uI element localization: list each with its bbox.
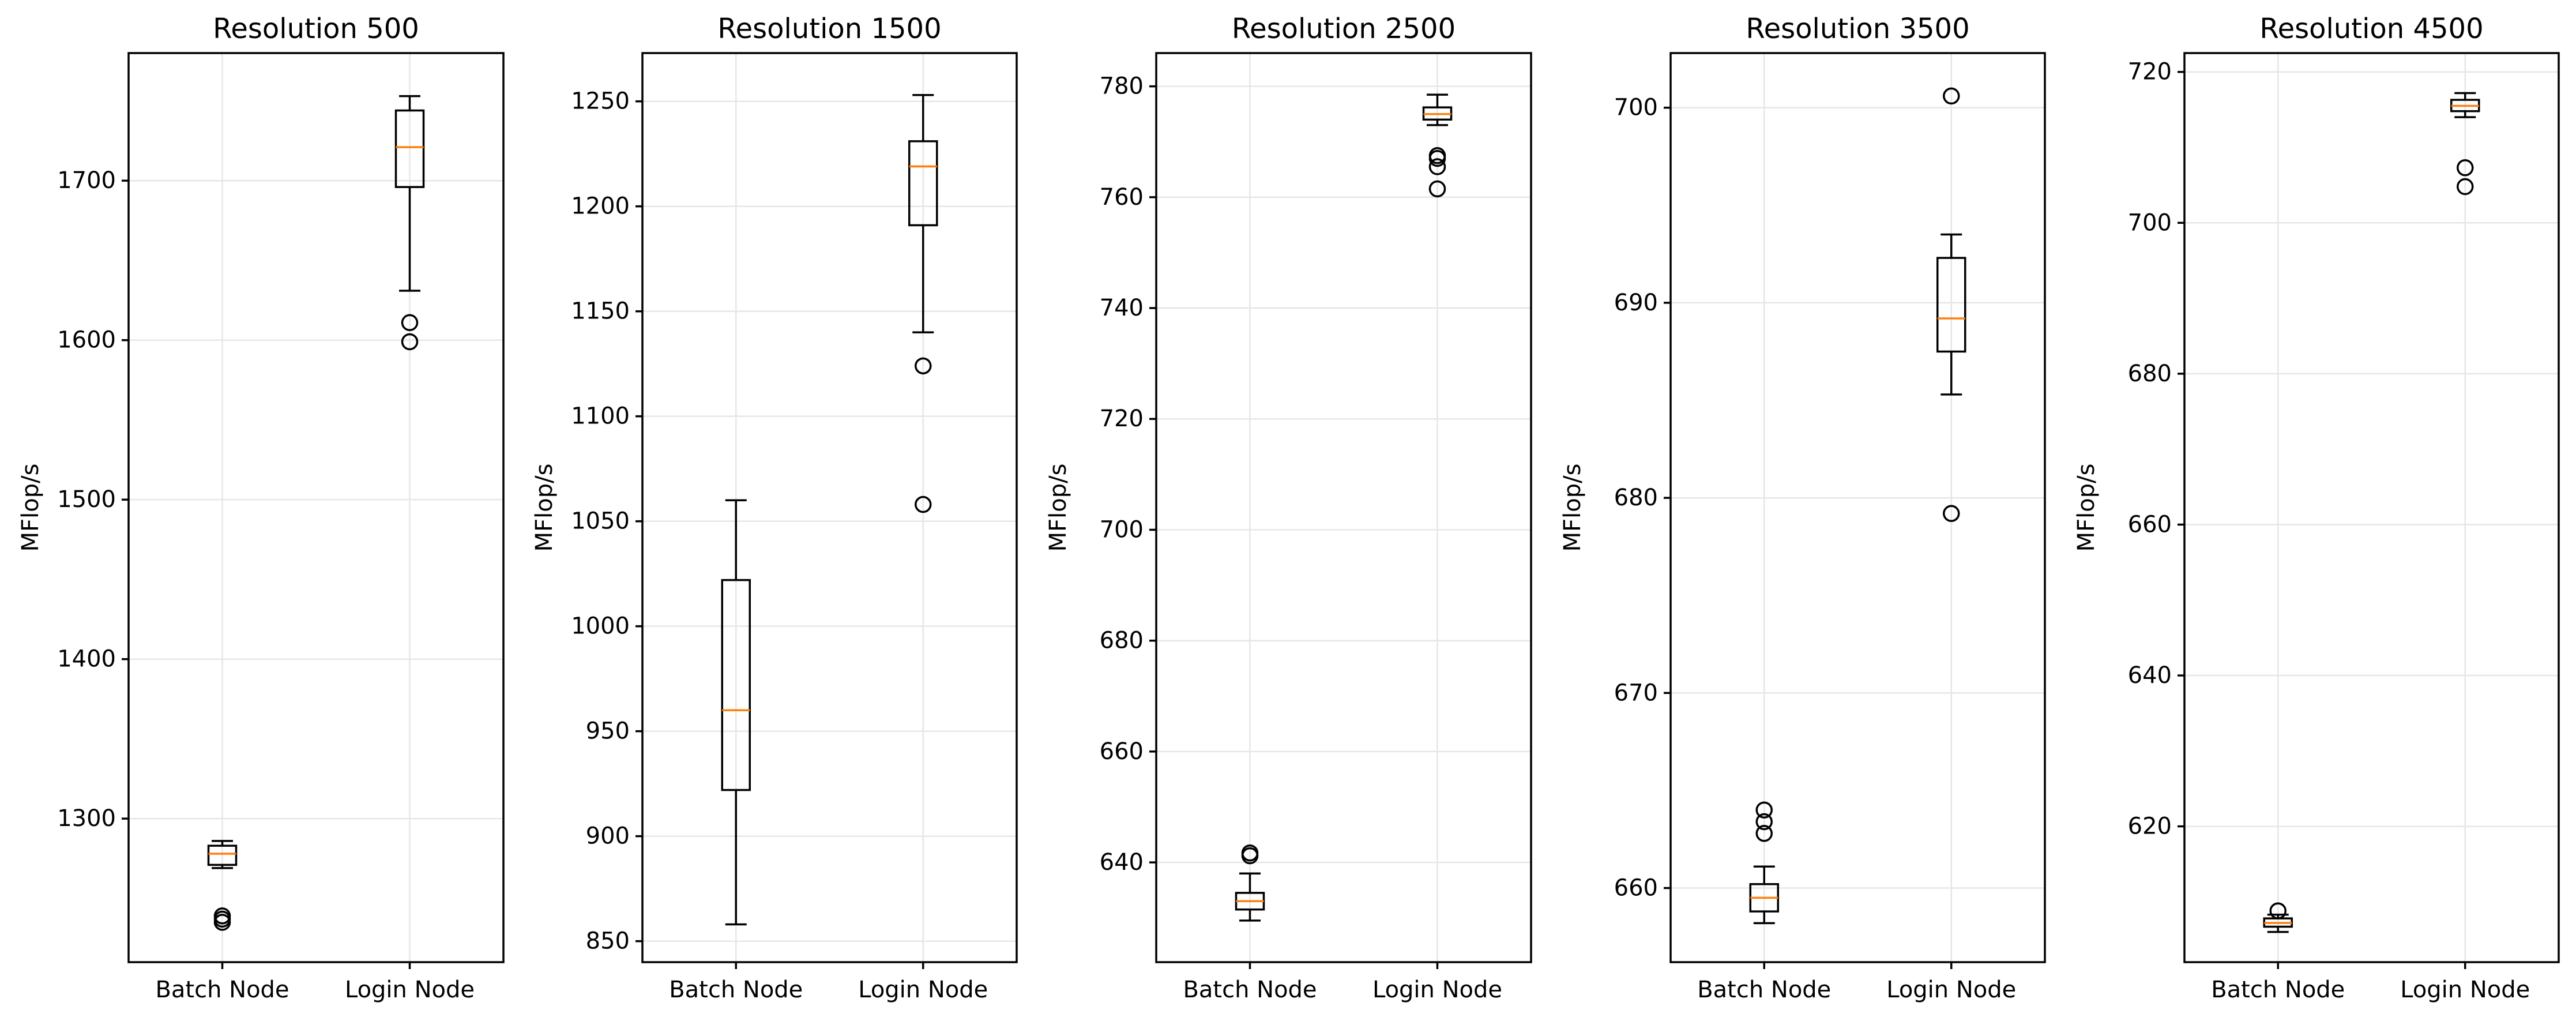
outlier-point: [2269, 902, 2287, 919]
box-1: [207, 840, 238, 931]
y-tick-label: 680: [2128, 361, 2172, 387]
axes-frame: [641, 52, 1018, 963]
box-1: [1749, 801, 1779, 925]
box-2: [1936, 87, 1966, 522]
box-2: [1422, 93, 1453, 198]
y-tick-label: 620: [2128, 813, 2172, 840]
x-tick-label: Batch Node: [1697, 977, 1831, 1003]
y-tick-label: 1000: [571, 613, 630, 640]
x-tick-label: Batch Node: [669, 977, 803, 1003]
outlier-point: [2457, 159, 2474, 177]
y-tick-label: 760: [1100, 184, 1144, 211]
y-tick-label: 680: [1614, 485, 1658, 511]
outlier-point: [2457, 178, 2474, 196]
box-1: [721, 499, 751, 926]
outlier-point: [401, 314, 419, 332]
axes-frame: [1669, 52, 2046, 963]
y-tick-label: 700: [2128, 209, 2172, 236]
axes-frame: [1155, 52, 1532, 963]
y-tick-label: 1500: [57, 486, 116, 513]
box-iqr: [721, 579, 751, 791]
chart-title: Resolution 1500: [717, 13, 941, 45]
outlier-point: [1755, 813, 1773, 831]
box-iqr: [207, 844, 238, 866]
outlier-point: [1428, 158, 1446, 175]
y-tick-label: 720: [1100, 406, 1144, 432]
chart-title: Resolution 500: [213, 13, 419, 45]
y-tick-label: 660: [1100, 738, 1144, 765]
y-axis-label: MFlop/s: [2073, 464, 2100, 552]
x-tick-label: Batch Node: [2211, 977, 2345, 1003]
box-iqr: [394, 109, 425, 189]
y-tick-label: 660: [2128, 511, 2172, 538]
y-tick-label: 850: [586, 928, 630, 955]
subplot-4: 660 670 680 690 700 Batch Node Login Node Resol…: [1559, 13, 2046, 1003]
subplot-3: 640 660 680 700 720 740 760 780 Batch Node Login …: [1045, 13, 1532, 1003]
box-iqr: [1936, 257, 1966, 353]
box-1: [2263, 902, 2293, 933]
y-tick-label: 640: [1100, 849, 1144, 876]
y-axis-label: MFlop/s: [17, 464, 44, 552]
x-tick-label: Login Node: [858, 977, 988, 1003]
y-tick-label: 1400: [57, 646, 116, 673]
y-tick-label: 900: [586, 823, 630, 850]
x-tick-label: Login Node: [345, 977, 475, 1003]
y-axis-label: MFlop/s: [531, 464, 558, 552]
y-tick-label: 700: [1614, 95, 1658, 121]
box-1: [1235, 844, 1265, 922]
axes-frame: [127, 52, 505, 963]
y-tick-label: 1050: [571, 508, 630, 535]
x-tick-label: Login Node: [1372, 977, 1502, 1003]
y-tick-label: 1600: [57, 327, 116, 354]
outlier-point: [915, 357, 932, 375]
y-tick-label: 1250: [571, 88, 630, 115]
y-tick-label: 780: [1100, 73, 1144, 100]
y-tick-label: 680: [1100, 628, 1144, 654]
axes-frame: [2183, 52, 2560, 963]
outlier-point: [915, 496, 932, 513]
chart-title: Resolution 3500: [1746, 13, 1969, 45]
box-iqr: [908, 140, 938, 227]
x-tick-label: Login Node: [2400, 977, 2530, 1003]
subplot-1: 1300 1400 1500 1600 1700 Batch Node Login Node…: [17, 13, 505, 1003]
y-tick-label: 1100: [571, 403, 630, 430]
y-tick-label: 640: [2128, 662, 2172, 689]
chart-title: Resolution 4500: [2259, 13, 2483, 45]
outlier-point: [1943, 87, 1960, 105]
y-tick-label: 720: [2128, 59, 2172, 85]
subplots: 1300 1400 1500 1600 1700 Batch Node Login Node…: [17, 13, 2560, 1003]
y-axis-label: MFlop/s: [1559, 464, 1586, 552]
chart-title: Resolution 2500: [1232, 13, 1456, 45]
y-axis-label: MFlop/s: [1045, 464, 1071, 552]
outlier-point: [1428, 147, 1446, 164]
box-2: [394, 95, 425, 351]
box-2: [2450, 92, 2480, 196]
box-2: [908, 94, 938, 513]
y-tick-label: 670: [1614, 680, 1658, 706]
y-tick-label: 1150: [571, 298, 630, 325]
outlier-point: [1755, 825, 1773, 842]
y-tick-label: 1300: [57, 805, 116, 832]
outlier-point: [1428, 180, 1446, 198]
subplot-2: 850 900 950 1000 1050 1100 1150 1200 1250 Batch N…: [531, 13, 1018, 1003]
outlier-point: [213, 907, 231, 925]
y-tick-label: 690: [1614, 290, 1658, 316]
y-tick-label: 660: [1614, 874, 1658, 901]
outlier-point: [1241, 844, 1259, 862]
y-tick-label: 950: [586, 718, 630, 745]
y-tick-label: 1700: [57, 167, 116, 194]
x-tick-label: Batch Node: [1183, 977, 1317, 1003]
y-tick-label: 740: [1100, 295, 1144, 321]
y-tick-label: 1200: [571, 193, 630, 220]
x-tick-label: Batch Node: [155, 977, 289, 1003]
y-tick-label: 700: [1100, 516, 1144, 543]
x-tick-label: Login Node: [1886, 977, 2016, 1003]
outlier-point: [1755, 801, 1773, 819]
outlier-point: [1943, 505, 1960, 522]
outlier-point: [401, 333, 419, 351]
subplot-5: 620 640 660 680 700 720 Batch Node Login Node Re…: [2073, 13, 2560, 1003]
